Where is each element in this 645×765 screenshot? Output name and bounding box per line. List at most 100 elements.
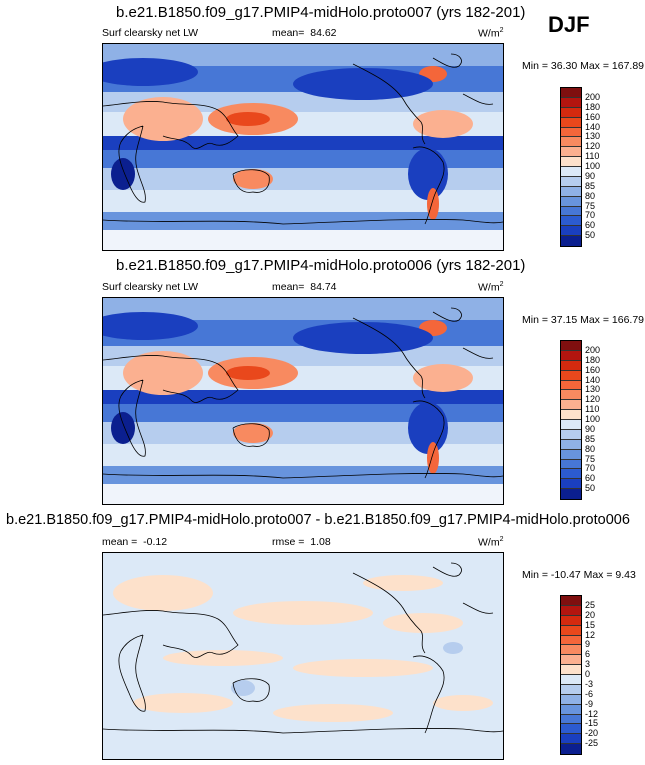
colorbar-swatch: [561, 694, 581, 705]
colorbar-tick-label: -3: [585, 678, 594, 689]
panel1-max-label: Max =: [580, 60, 609, 72]
panel1-max-value: 167.89: [611, 60, 645, 72]
colorbar-tick-label: -20: [585, 728, 599, 739]
panel2-minmax: Min = 37.15 Max = 166.79: [522, 314, 644, 326]
panel3-mean: mean = -0.12: [102, 536, 167, 548]
colorbar-swatch: [561, 176, 581, 187]
colorbar-swatch: [561, 410, 581, 420]
colorbar-tick-label: 100: [585, 161, 601, 171]
colorbar-swatch: [561, 645, 581, 656]
panel3-title: b.e21.B1850.f09_g17.PMIP4-midHolo.proto0…: [6, 512, 630, 528]
panel3-rmse-value: 1.08: [310, 536, 331, 548]
colorbar-swatch: [561, 107, 581, 118]
colorbar-swatch: [561, 429, 581, 440]
panel2-title: b.e21.B1850.f09_g17.PMIP4-midHolo.proto0…: [116, 257, 526, 274]
colorbar-swatch: [561, 167, 581, 177]
colorbar-swatch: [561, 400, 581, 411]
panel3-units-base: W/m: [478, 536, 500, 549]
colorbar-swatch: [561, 675, 581, 685]
colorbar-swatch: [561, 196, 581, 207]
colorbar-swatch: [561, 147, 581, 158]
panel2-units-sup: 2: [499, 281, 504, 288]
panel3-minmax: Min = -10.47 Max = 9.43: [522, 569, 636, 581]
panel1-minmax: Min = 36.30 Max = 167.89: [522, 60, 644, 72]
colorbar-tick-label: -6: [585, 688, 594, 699]
colorbar-tick-label: 75: [585, 453, 596, 464]
season-label: DJF: [548, 12, 590, 37]
colorbar-swatch: [561, 370, 581, 381]
colorbar-tick-label: 50: [585, 483, 596, 494]
colorbar-tick-label: -9: [585, 698, 594, 709]
colorbar-tick-label: 120: [585, 141, 601, 152]
colorbar-tick-label: 85: [585, 433, 596, 444]
panel2-min-label: Min =: [522, 314, 548, 326]
panel2-map: [102, 297, 504, 505]
panel2-colorbar-ticks: 200 180 160 140 130 120 110 100 90 85 80 75 70 60 50: [585, 340, 625, 498]
colorbar-swatch: [561, 635, 581, 646]
panel3-colorbar-ticks: 25 20 15 12 9 6 3 0 -3 -6 -9 -12 -15 -20 -25: [585, 595, 625, 753]
colorbar-swatch: [561, 615, 581, 626]
colorbar-swatch: [561, 724, 581, 735]
colorbar-tick-label: 200: [585, 344, 601, 355]
colorbar-swatch: [561, 439, 581, 450]
colorbar-tick-label: 0: [585, 669, 591, 679]
colorbar-swatch: [561, 350, 581, 361]
panel2-units: W/m2: [478, 281, 503, 294]
colorbar-tick-label: 110: [585, 151, 600, 162]
colorbar-tick-label: 80: [585, 190, 596, 201]
colorbar-swatch: [561, 88, 581, 98]
panel2-min-value: 37.15: [550, 314, 578, 326]
colorbar-tick-label: 130: [585, 384, 601, 395]
colorbar-tick-label: 90: [585, 423, 596, 434]
colorbar-swatch: [561, 206, 581, 217]
colorbar-tick-label: 180: [585, 101, 601, 112]
colorbar-tick-label: 25: [585, 599, 596, 610]
panel1-min-value: 36.30: [550, 60, 578, 72]
colorbar-tick-label: 85: [585, 180, 596, 191]
colorbar-tick-label: 110: [585, 404, 600, 415]
colorbar-swatch: [561, 236, 581, 246]
panel3-units-sup: 2: [499, 536, 504, 543]
colorbar-swatch: [561, 97, 581, 108]
colorbar-swatch: [561, 665, 581, 675]
panel1-mean-value: 84.62: [310, 27, 337, 39]
colorbar-tick-label: 160: [585, 364, 601, 375]
panel1-colorbar: [560, 87, 582, 247]
panel3-rmse: rmse = 1.08: [272, 536, 331, 548]
colorbar-swatch: [561, 605, 581, 616]
colorbar-swatch: [561, 734, 581, 745]
colorbar-swatch: [561, 596, 581, 606]
panel3-min-label: Min =: [522, 569, 548, 581]
colorbar-swatch: [561, 137, 581, 148]
colorbar-tick-label: -15: [585, 718, 599, 729]
panel1-title: b.e21.B1850.f09_g17.PMIP4-midHolo.proto0…: [116, 4, 526, 21]
colorbar-tick-label: 9: [585, 639, 591, 650]
colorbar-swatch: [561, 489, 581, 499]
panel2-variable: Surf clearsky net LW: [102, 281, 199, 293]
panel3-mean-label: mean =: [102, 536, 138, 548]
panel3-mean-value: -0.12: [143, 536, 168, 548]
panel3-max-value: 9.43: [615, 569, 636, 581]
colorbar-swatch: [561, 744, 581, 754]
colorbar-tick-label: 60: [585, 220, 596, 231]
panel2-mean-value: 84.74: [310, 281, 337, 293]
colorbar-tick-label: -25: [585, 738, 599, 749]
colorbar-tick-label: 50: [585, 230, 596, 241]
colorbar-swatch: [561, 655, 581, 666]
colorbar-swatch: [561, 390, 581, 401]
colorbar-tick-label: 20: [585, 609, 596, 620]
panel3-map: [102, 552, 504, 760]
panel2-units-base: W/m: [478, 281, 500, 294]
colorbar-swatch: [561, 216, 581, 227]
panel2-mean-label: mean=: [272, 281, 305, 293]
panel1-min-label: Min =: [522, 60, 548, 72]
colorbar-swatch: [561, 704, 581, 715]
colorbar-swatch: [561, 459, 581, 470]
colorbar-swatch: [561, 479, 581, 490]
panel1-colorbar-ticks: 200 180 160 140 130 120 110 100 90 85 80 75 70 60 50: [585, 87, 625, 245]
panel1-mean-label: mean=: [272, 27, 305, 39]
colorbar-tick-label: 6: [585, 649, 591, 660]
colorbar-swatch: [561, 469, 581, 480]
panel1-mean: mean= 84.62: [272, 27, 337, 39]
panel1-variable: Surf clearsky net LW: [102, 27, 199, 39]
